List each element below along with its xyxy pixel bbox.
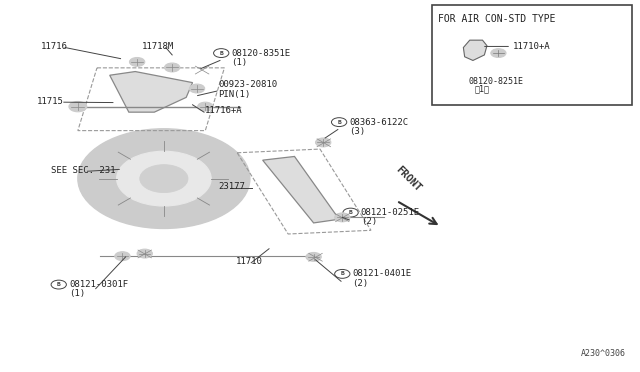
Text: 11710: 11710 (236, 257, 263, 266)
Bar (431, 5, 632, 105)
Text: 08121-0401E: 08121-0401E (353, 269, 412, 278)
Text: 08121-0301F: 08121-0301F (69, 280, 128, 289)
Circle shape (316, 138, 331, 147)
Text: (1): (1) (232, 58, 248, 67)
Text: (2): (2) (353, 279, 369, 288)
Text: 08120-8251E: 08120-8251E (468, 77, 524, 86)
Circle shape (335, 213, 350, 222)
Circle shape (116, 151, 211, 206)
Circle shape (69, 102, 87, 112)
Text: SEE SEC. 231: SEE SEC. 231 (51, 166, 116, 174)
Text: 23177: 23177 (218, 182, 245, 191)
Text: 11716+A: 11716+A (205, 106, 243, 115)
Text: FRONT: FRONT (394, 164, 422, 193)
Circle shape (198, 102, 213, 111)
Text: 11718M: 11718M (141, 42, 174, 51)
Circle shape (129, 58, 145, 66)
Text: (3): (3) (349, 127, 365, 136)
Text: (2): (2) (361, 217, 377, 226)
Circle shape (164, 63, 180, 72)
Text: B: B (349, 210, 353, 215)
Text: 00923-20810
PIN(1): 00923-20810 PIN(1) (218, 80, 277, 99)
Text: 08120-8351E: 08120-8351E (232, 49, 291, 58)
Circle shape (137, 249, 152, 258)
Text: B: B (456, 79, 460, 84)
Circle shape (491, 49, 506, 58)
Circle shape (115, 252, 130, 260)
Text: B: B (337, 120, 341, 125)
Polygon shape (262, 157, 339, 223)
Polygon shape (463, 40, 487, 61)
Circle shape (140, 165, 188, 193)
Circle shape (78, 129, 250, 228)
Text: A230^0306: A230^0306 (581, 349, 626, 358)
Text: B: B (340, 272, 344, 276)
Text: 11710+A: 11710+A (513, 42, 550, 51)
Polygon shape (109, 71, 193, 112)
Text: B: B (220, 51, 223, 55)
Text: FOR AIR CON-STD TYPE: FOR AIR CON-STD TYPE (438, 14, 556, 24)
Text: 11716: 11716 (41, 42, 68, 51)
Text: 08121-0251E: 08121-0251E (361, 208, 420, 217)
Text: （1）: （1） (475, 85, 490, 94)
Text: (1): (1) (69, 289, 85, 298)
Text: B: B (57, 282, 61, 287)
Circle shape (189, 84, 205, 93)
Text: 08363-6122C: 08363-6122C (349, 118, 408, 126)
Text: 11715: 11715 (36, 97, 63, 106)
Circle shape (306, 253, 321, 261)
